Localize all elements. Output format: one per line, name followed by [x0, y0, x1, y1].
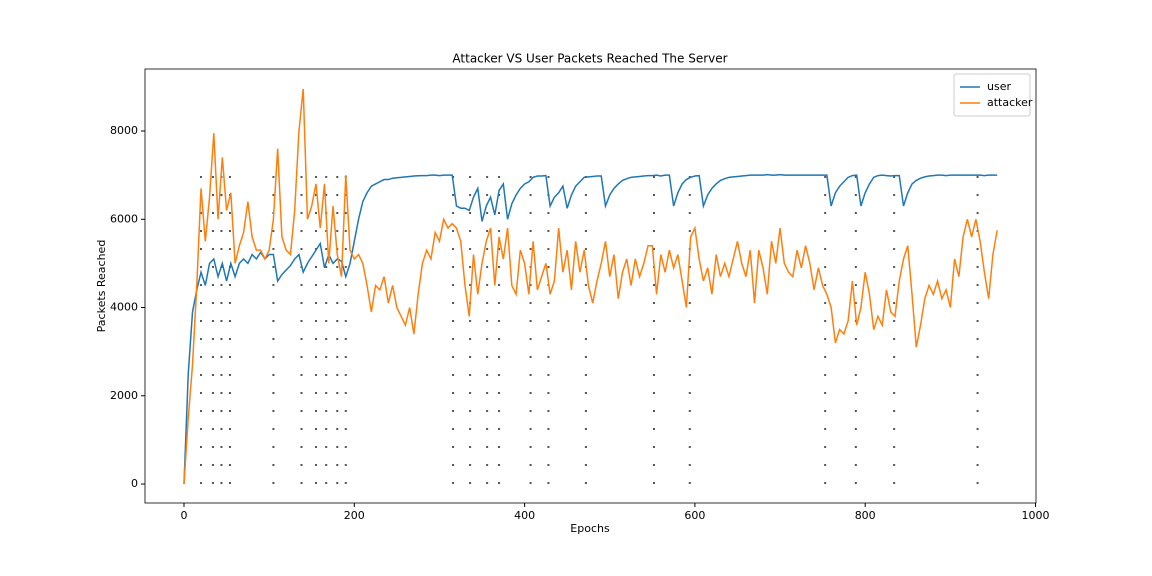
y-tick-label: 6000 [110, 212, 138, 225]
y-tick-label: 2000 [110, 389, 138, 402]
legend-label: attacker [987, 96, 1033, 109]
x-tick-label: 600 [684, 509, 705, 522]
legend-box [953, 73, 1031, 117]
y-tick-label: 8000 [110, 124, 138, 137]
y-tick-label: 4000 [110, 301, 138, 314]
x-tick-label: 1000 [1021, 509, 1049, 522]
legend-label: user [987, 80, 1011, 93]
y-axis-label: Packets Reached [95, 240, 108, 333]
x-tick-label: 200 [344, 509, 365, 522]
y-tick-label: 0 [131, 477, 138, 490]
x-axis-label: Epochs [570, 522, 610, 535]
x-tick-label: 400 [514, 509, 535, 522]
series-line [183, 173, 998, 485]
plot-frame [144, 68, 1037, 504]
series-line [183, 89, 998, 485]
x-tick-label: 0 [180, 509, 187, 522]
x-tick-label: 800 [855, 509, 876, 522]
chart-title: Attacker VS User Packets Reached The Ser… [452, 52, 727, 66]
